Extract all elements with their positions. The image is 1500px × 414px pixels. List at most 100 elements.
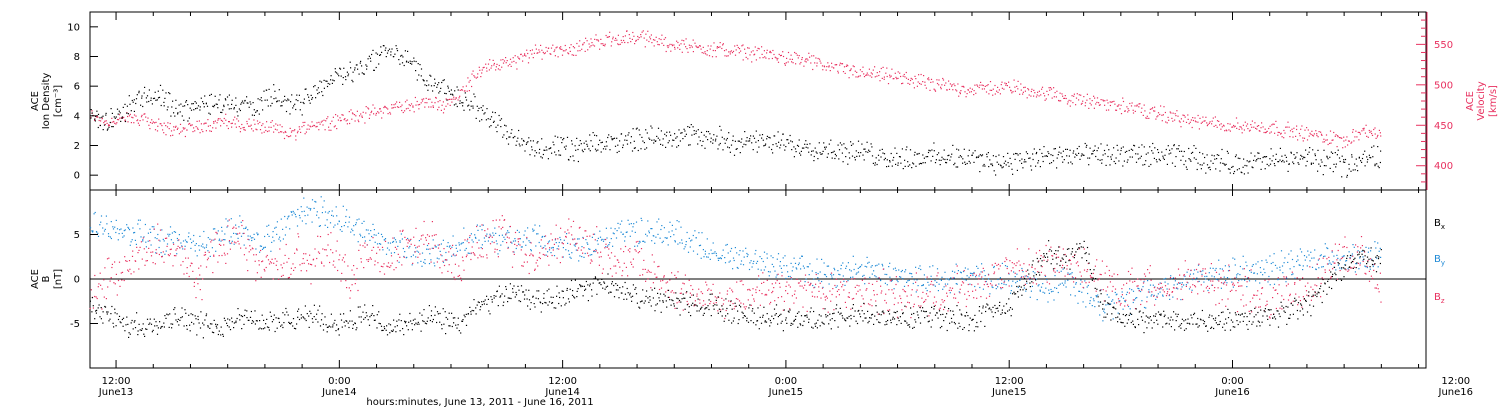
density-point bbox=[1182, 156, 1183, 157]
velocity-point bbox=[153, 121, 154, 122]
velocity-point bbox=[930, 82, 931, 83]
density-point bbox=[466, 99, 467, 100]
by-point bbox=[169, 234, 170, 235]
velocity-point bbox=[551, 48, 552, 49]
density-point bbox=[1144, 146, 1145, 147]
by-point bbox=[809, 274, 810, 275]
bz-point bbox=[349, 287, 350, 288]
bz-point bbox=[256, 254, 257, 255]
by-point bbox=[282, 229, 283, 230]
by-point bbox=[1380, 248, 1381, 249]
density-point bbox=[645, 129, 646, 130]
density-point bbox=[405, 50, 406, 51]
velocity-point bbox=[138, 123, 139, 124]
velocity-point bbox=[585, 51, 586, 52]
by-point bbox=[301, 211, 302, 212]
bz-point bbox=[179, 247, 180, 248]
by-point bbox=[583, 257, 584, 258]
bz-point bbox=[314, 248, 315, 249]
bz-point bbox=[458, 276, 459, 277]
by-point bbox=[382, 236, 383, 237]
by-point bbox=[1046, 279, 1047, 280]
velocity-point bbox=[277, 125, 278, 126]
velocity-point bbox=[378, 112, 379, 113]
by-point bbox=[1303, 265, 1304, 266]
velocity-point bbox=[1272, 124, 1273, 125]
density-point bbox=[258, 98, 259, 99]
velocity-point bbox=[491, 65, 492, 66]
density-point bbox=[682, 138, 683, 139]
velocity-point bbox=[1219, 124, 1220, 125]
bz-point bbox=[153, 262, 154, 263]
density-point bbox=[1234, 171, 1235, 172]
by-point bbox=[803, 266, 804, 267]
by-point bbox=[172, 232, 173, 233]
velocity-point bbox=[1214, 126, 1215, 127]
density-point bbox=[638, 150, 639, 151]
density-point bbox=[1033, 159, 1034, 160]
velocity-point bbox=[233, 119, 234, 120]
by-point bbox=[657, 234, 658, 235]
density-point bbox=[324, 88, 325, 89]
bz-point bbox=[189, 276, 190, 277]
density-point bbox=[762, 134, 763, 135]
density-point bbox=[696, 131, 697, 132]
density-point bbox=[1042, 156, 1043, 157]
by-point bbox=[571, 252, 572, 253]
density-point bbox=[949, 160, 950, 161]
density-point bbox=[275, 98, 276, 99]
velocity-point bbox=[1041, 89, 1042, 90]
velocity-point bbox=[858, 76, 859, 77]
velocity-point bbox=[415, 105, 416, 106]
bz-point bbox=[368, 259, 369, 260]
by-point bbox=[502, 241, 503, 242]
density-point bbox=[1282, 160, 1283, 161]
density-point bbox=[313, 86, 314, 87]
velocity-point bbox=[779, 54, 780, 55]
bz-point bbox=[556, 225, 557, 226]
density-point bbox=[941, 157, 942, 158]
density-point bbox=[350, 67, 351, 68]
density-point bbox=[741, 138, 742, 139]
density-point bbox=[342, 84, 343, 85]
density-point bbox=[1270, 164, 1271, 165]
density-point bbox=[709, 133, 710, 134]
by-point bbox=[317, 211, 318, 212]
density-point bbox=[998, 155, 999, 156]
density-point bbox=[201, 98, 202, 99]
by-point bbox=[455, 245, 456, 246]
by-point bbox=[456, 248, 457, 249]
density-point bbox=[116, 116, 117, 117]
bz-point bbox=[548, 265, 549, 266]
by-point bbox=[828, 266, 829, 267]
by-point bbox=[658, 219, 659, 220]
by-point bbox=[1207, 290, 1208, 291]
density-point bbox=[722, 149, 723, 150]
bz-point bbox=[453, 254, 454, 255]
density-point bbox=[784, 150, 785, 151]
by-point bbox=[220, 241, 221, 242]
density-point bbox=[1232, 166, 1233, 167]
by-point bbox=[818, 280, 819, 281]
velocity-point bbox=[587, 49, 588, 50]
density-point bbox=[700, 140, 701, 141]
velocity-point bbox=[123, 117, 124, 118]
density-point bbox=[1179, 151, 1180, 152]
density-point bbox=[484, 112, 485, 113]
by-point bbox=[388, 242, 389, 243]
density-point bbox=[532, 149, 533, 150]
density-point bbox=[674, 133, 675, 134]
velocity-point bbox=[1029, 94, 1030, 95]
velocity-point bbox=[1114, 104, 1115, 105]
by-point bbox=[513, 241, 514, 242]
by-point bbox=[1379, 251, 1380, 252]
density-point bbox=[988, 152, 989, 153]
velocity-point bbox=[1254, 122, 1255, 123]
by-point bbox=[689, 238, 690, 239]
by-point bbox=[791, 278, 792, 279]
density-point bbox=[318, 87, 319, 88]
density-point bbox=[1132, 150, 1133, 151]
density-point bbox=[992, 165, 993, 166]
by-point bbox=[967, 269, 968, 270]
density-point bbox=[604, 146, 605, 147]
